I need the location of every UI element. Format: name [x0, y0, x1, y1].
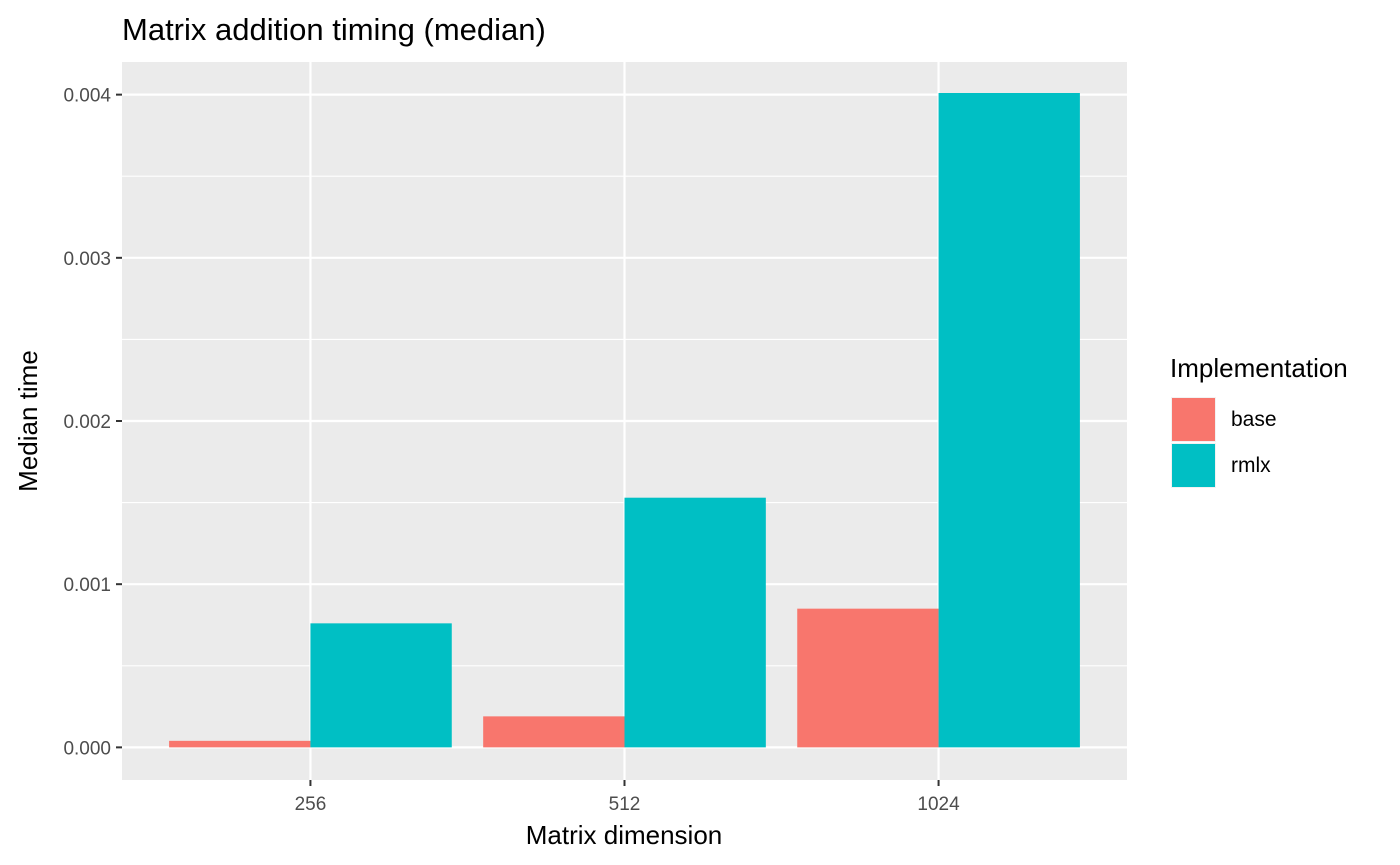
bar-rmlx-512	[624, 497, 766, 748]
y-axis-title: Median time	[13, 350, 43, 492]
x-tick-label: 256	[295, 794, 327, 815]
bar-base-1024	[797, 608, 939, 748]
y-tick-label: 0.003	[63, 249, 111, 270]
x-tick-label: 1024	[917, 794, 960, 815]
bar-base-512	[483, 716, 625, 748]
y-tick-label: 0.001	[63, 575, 111, 596]
bar-base-256	[169, 740, 311, 748]
x-axis: 256 512 1024	[295, 780, 960, 815]
y-tick-label: 0.000	[63, 738, 111, 759]
legend-swatch-base	[1172, 398, 1215, 441]
bars	[169, 93, 1080, 748]
legend-swatch-rmlx	[1172, 444, 1215, 487]
chart-title: Matrix addition timing (median)	[122, 12, 546, 47]
legend-label-base: base	[1231, 408, 1277, 431]
y-tick-label: 0.002	[63, 412, 111, 433]
x-axis-title: Matrix dimension	[526, 820, 723, 850]
y-tick-label: 0.004	[63, 86, 111, 107]
legend-label-rmlx: rmlx	[1231, 454, 1271, 477]
legend: Implementation base rmlx	[1170, 353, 1348, 488]
legend-items: base rmlx	[1171, 397, 1277, 488]
legend-title: Implementation	[1170, 353, 1348, 383]
x-tick-label: 512	[609, 794, 641, 815]
bar-rmlx-1024	[938, 93, 1080, 748]
bar-rmlx-256	[310, 623, 452, 748]
y-axis: 0.000 0.001 0.002 0.003 0.004	[63, 86, 122, 759]
